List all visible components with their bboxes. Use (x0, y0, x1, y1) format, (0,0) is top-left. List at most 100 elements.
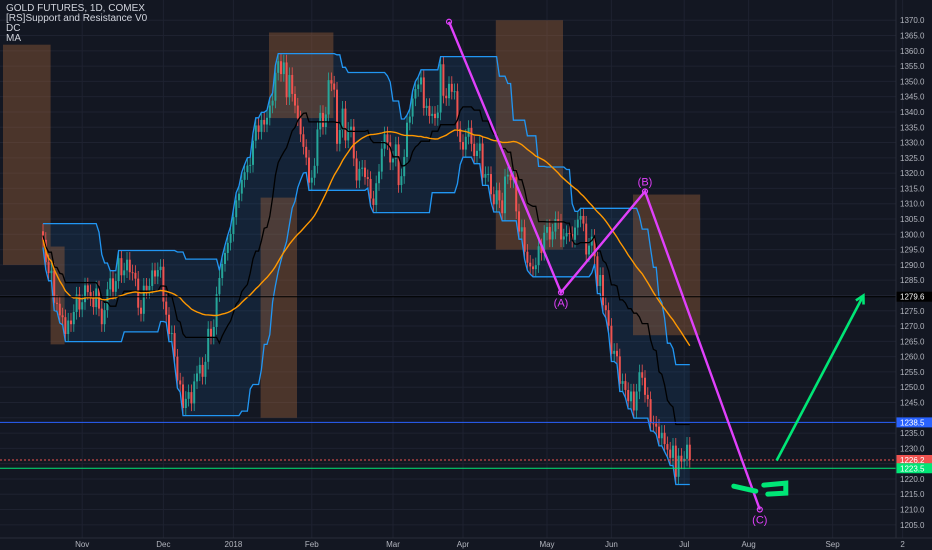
candle-body (414, 89, 417, 99)
candle-body (523, 227, 526, 252)
price-tick-label: 1230.0 (900, 444, 925, 453)
candle-body (546, 226, 548, 233)
candle-body (400, 176, 403, 186)
price-tick-label: 1345.0 (900, 93, 925, 102)
candle-body (84, 285, 86, 303)
candle-body (156, 270, 159, 277)
candle-body (291, 74, 294, 94)
candle-body (232, 217, 235, 234)
candle-body (562, 236, 565, 240)
candle-body (198, 364, 201, 374)
candle-body (366, 177, 369, 179)
candle-body (358, 168, 361, 181)
wave-point (445, 18, 453, 25)
price-tick-label: 1220.0 (900, 475, 925, 484)
projection-arrow-line (775, 294, 865, 462)
candle-body (624, 381, 627, 390)
candle-body (389, 142, 392, 163)
price-tick-label: 1350.0 (900, 77, 925, 86)
indicator-dc[interactable]: DC (6, 23, 21, 34)
candle-body (56, 302, 58, 304)
candle-body (408, 116, 411, 123)
candle-body (537, 246, 540, 266)
time-tick-label: Jul (679, 540, 689, 549)
candle-body (610, 325, 613, 354)
candle-body (613, 350, 616, 354)
candle-body (182, 384, 184, 409)
candle-body (187, 392, 190, 399)
price-tick-label: 1310.0 (900, 200, 925, 209)
candle-body (464, 136, 467, 150)
candle-body (81, 302, 84, 310)
candle-body (47, 262, 50, 274)
candle-body (274, 72, 277, 101)
candle-body (114, 281, 117, 292)
candle-body (350, 126, 352, 130)
candle-body (644, 377, 646, 395)
candle-body (495, 190, 498, 205)
candle-body (529, 262, 532, 267)
candle-body (218, 278, 221, 295)
candle-body (238, 193, 240, 201)
candle-body (602, 274, 604, 306)
candle-body (509, 174, 512, 181)
candle-body (308, 157, 310, 183)
candle-body (588, 245, 590, 255)
price-tag (896, 463, 932, 474)
projection-arrowhead (855, 293, 865, 305)
candle-series (42, 53, 691, 485)
price-tick-label: 1360.0 (900, 47, 925, 56)
candle-body (417, 84, 420, 90)
candle-body (621, 381, 624, 384)
price-tick-label: 1305.0 (900, 215, 925, 224)
price-tick-label: 1275.0 (900, 307, 925, 316)
candle-body (310, 177, 313, 183)
candle-body (224, 252, 226, 264)
candle-body (142, 285, 145, 314)
candle-body (128, 259, 131, 273)
price-tick-label: 1270.0 (900, 322, 925, 331)
candle-body (131, 272, 134, 274)
price-tick-label: 1290.0 (900, 261, 925, 270)
grid-lines (0, 0, 904, 538)
indicator-ma[interactable]: MA (6, 33, 21, 44)
candle-body (355, 158, 358, 181)
candle-body (616, 350, 618, 357)
candle-body (498, 190, 501, 201)
candle-body (641, 372, 644, 378)
candle-body (534, 265, 537, 270)
candle-body (652, 423, 655, 425)
candle-body (649, 399, 652, 424)
time-axis[interactable]: Nov Dec 2018 Feb Mar Apr May Jun Jul Aug Sep 2 (0, 537, 932, 549)
indicator-support-resistance[interactable]: [RS]Support and Resistance V0 (6, 13, 148, 24)
wave-annotations: (A) (B) (C) (445, 18, 865, 527)
candle-body (453, 91, 456, 93)
candle-body (100, 308, 103, 325)
candle-body (288, 74, 291, 98)
candle-body (666, 444, 669, 450)
candle-body (392, 158, 394, 163)
candle-body (428, 105, 431, 116)
candle-body (282, 62, 285, 75)
candle-body (92, 298, 95, 308)
candle-body (162, 266, 165, 302)
candle-body (481, 143, 484, 178)
candle-body (257, 125, 260, 132)
price-tick-label: 1260.0 (900, 353, 925, 362)
candle-body (53, 270, 56, 303)
indicator-lines (42, 52, 691, 486)
candle-body (271, 100, 274, 106)
candle-body (226, 242, 229, 253)
donchian-upper (43, 52, 690, 366)
candle-body (383, 134, 386, 149)
candle-body (445, 95, 448, 99)
price-tick-label: 1340.0 (900, 108, 925, 117)
candle-body (173, 333, 176, 357)
candle-body (109, 278, 112, 290)
candle-body (170, 333, 173, 335)
wave-label: (B) (638, 176, 653, 188)
candle-body (229, 233, 232, 243)
candle-body (686, 444, 688, 459)
